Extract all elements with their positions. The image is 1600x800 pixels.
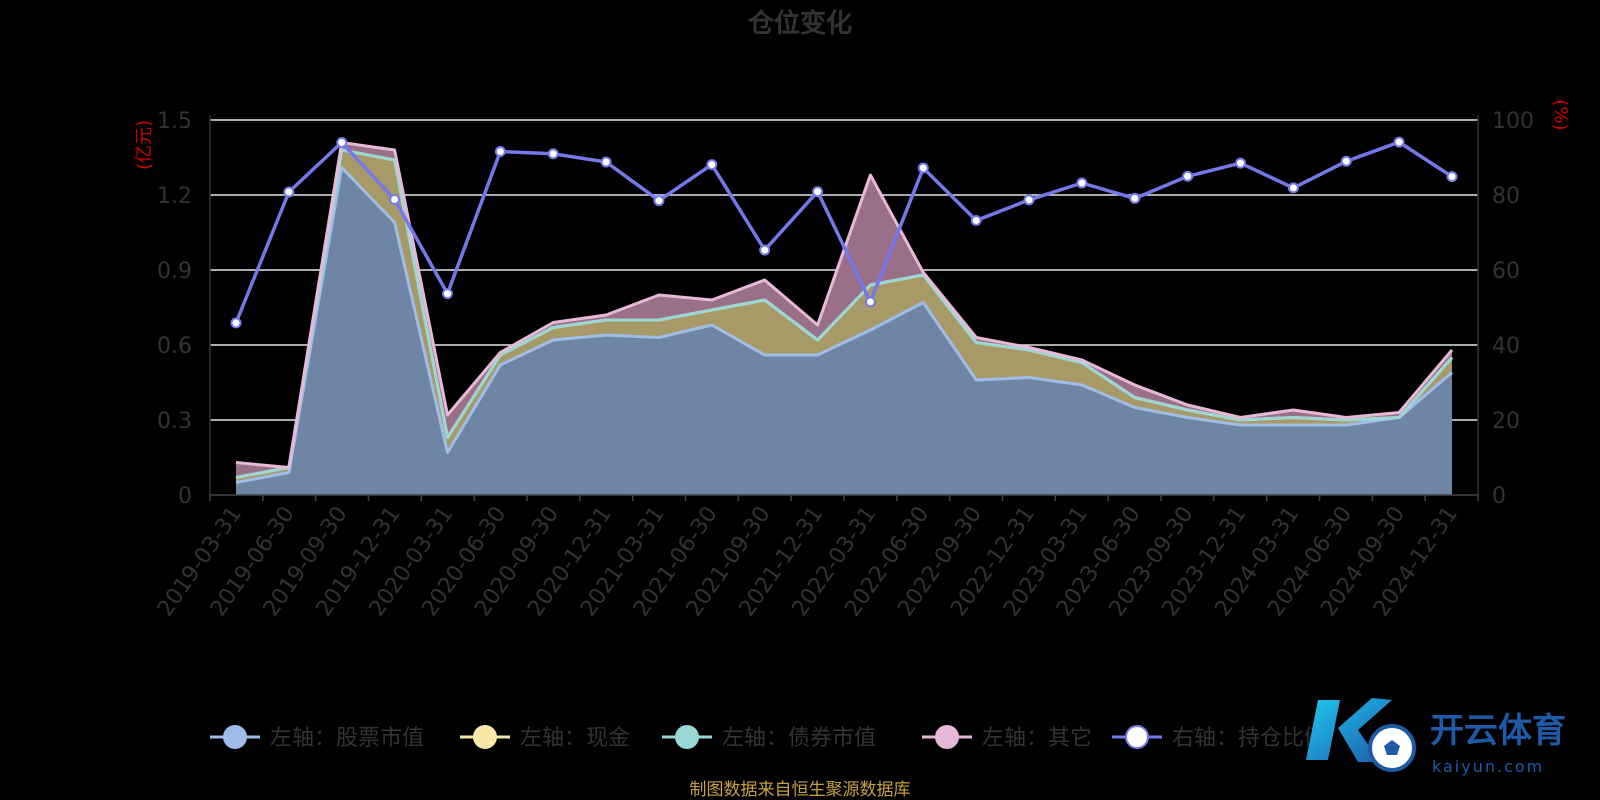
source-note: 制图数据来自恒生聚源数据库 <box>690 780 911 800</box>
ratio-point <box>230 317 242 329</box>
ratio-point <box>1023 194 1035 206</box>
ratio-point <box>547 148 559 160</box>
watermark-sub: kaiyun.com <box>1432 757 1544 776</box>
legend-label: 左轴：债券市值 <box>722 726 876 751</box>
ratio-point <box>600 156 612 168</box>
legend-marker <box>1125 725 1149 749</box>
ratio-point <box>336 137 348 148</box>
ratio-point <box>759 244 771 256</box>
k-logo-icon <box>1306 698 1392 762</box>
legend-label: 左轴：现金 <box>520 726 630 751</box>
right-tick-label: 80 <box>1492 184 1520 209</box>
ratio-point <box>1340 155 1352 167</box>
legend-item-0[interactable]: 左轴：股票市值 <box>210 725 424 751</box>
ratio-point <box>1287 182 1299 194</box>
series-lines <box>234 140 1454 484</box>
legend-marker <box>223 725 247 749</box>
legend-marker <box>935 725 959 749</box>
left-tick-label: 0.6 <box>157 334 192 359</box>
ratio-point <box>1393 136 1405 148</box>
right-tick-label: 20 <box>1492 409 1520 434</box>
ratio-point <box>970 215 982 226</box>
right-axis-unit: (%) <box>1550 99 1571 130</box>
left-tick-label: 0 <box>178 484 192 509</box>
legend-label: 右轴：持仓比例 <box>1172 726 1326 751</box>
ratio-line <box>234 140 1453 324</box>
ratio-point <box>1076 177 1088 189</box>
right-tick-label: 0 <box>1492 484 1506 509</box>
ratio-point <box>1182 170 1194 182</box>
area-series-1 <box>236 150 1452 483</box>
right-tick-label: 60 <box>1492 259 1520 284</box>
legend-item-1[interactable]: 左轴：现金 <box>460 725 630 751</box>
ratio-point <box>283 186 295 198</box>
area-series-3 <box>236 142 1452 478</box>
right-tick-label: 100 <box>1492 109 1534 134</box>
legend-item-2[interactable]: 左轴：债券市值 <box>662 725 876 751</box>
ratio-point <box>441 288 453 300</box>
watermark-logo: 开云体育 kaiyun.com <box>1306 698 1566 776</box>
ratio-point <box>389 194 401 205</box>
watermark-text: 开云体育 <box>1430 711 1566 751</box>
ratio-point <box>653 195 665 207</box>
legend-label: 左轴：其它 <box>982 726 1092 751</box>
ratio-point <box>494 146 506 157</box>
left-tick-label: 1.5 <box>157 109 192 134</box>
ratio-point <box>917 162 929 174</box>
ratio-point <box>1235 157 1247 169</box>
left-tick-label: 0.3 <box>157 409 192 434</box>
legend-item-3[interactable]: 左轴：其它 <box>922 725 1092 751</box>
axes <box>209 115 1479 501</box>
legend-item-4[interactable]: 右轴：持仓比例 <box>1112 725 1326 751</box>
area-line-2 <box>235 148 1454 479</box>
ratio-points <box>230 136 1458 329</box>
stacked-areas <box>236 142 1452 495</box>
right-tick-label: 40 <box>1492 334 1520 359</box>
legend-marker <box>675 725 699 749</box>
ratio-point <box>706 159 718 171</box>
legend: 左轴：股票市值 左轴：现金 左轴：债券市值 左轴：其它 右轴：持仓比例 <box>210 725 1326 751</box>
legend-marker <box>473 725 497 749</box>
area-series-0 <box>236 167 1452 495</box>
chart-title: 仓位变化 <box>747 8 852 39</box>
ratio-point <box>1129 192 1141 204</box>
ratio-point <box>812 186 824 198</box>
left-tick-label: 0.9 <box>157 259 192 284</box>
left-axis-unit: (亿元) <box>134 120 155 170</box>
legend-label: 左轴：股票市值 <box>270 726 424 751</box>
area-line-0 <box>235 166 1453 484</box>
left-tick-label: 1.2 <box>157 184 192 209</box>
ratio-point <box>864 296 876 308</box>
ratio-point <box>1446 171 1458 183</box>
